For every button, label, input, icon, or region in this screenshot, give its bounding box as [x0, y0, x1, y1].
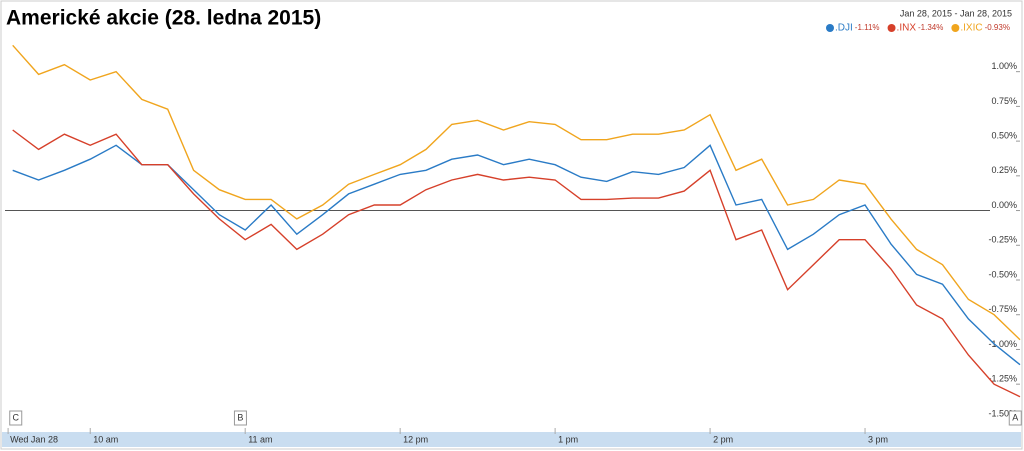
- legend-change: -1.34%: [918, 23, 943, 32]
- chart-title: Americké akcie (28. ledna 2015): [6, 7, 321, 30]
- annotation-label: A: [1012, 412, 1018, 422]
- legend-marker: [951, 24, 960, 32]
- y-tick-label: -0.75%: [988, 304, 1017, 314]
- y-tick-label: -1.50%: [988, 408, 1017, 418]
- legend-label: .INX: [897, 23, 917, 34]
- y-tick-label: 0.00%: [991, 200, 1017, 210]
- x-tick-label: 11 am: [248, 434, 272, 444]
- annotation-flag: [233, 410, 247, 426]
- y-tick-label: -0.50%: [988, 269, 1017, 279]
- legend-marker: [826, 24, 834, 32]
- annotation-label: C: [12, 412, 19, 422]
- y-tick-label: 0.25%: [991, 165, 1017, 175]
- x-tick-label: 3 pm: [868, 434, 888, 444]
- series-line: [12, 144, 1021, 366]
- annotation-label: B: [237, 412, 243, 422]
- legend-change: -0.93%: [985, 23, 1010, 32]
- x-axis-band: [2, 432, 1021, 447]
- x-tick-label: Wed Jan 28: [10, 434, 58, 444]
- y-tick-label: -1.25%: [988, 374, 1017, 384]
- x-tick-label: 1 pm: [558, 434, 578, 444]
- x-tick-label: 2 pm: [713, 434, 733, 444]
- legend-label: .DJI: [835, 23, 853, 34]
- y-tick-label: 0.50%: [991, 130, 1017, 140]
- legend-change: -1.11%: [855, 23, 880, 32]
- date-range: Jan 28, 2015 - Jan 28, 2015: [900, 8, 1012, 18]
- y-tick-label: 1.00%: [991, 61, 1017, 71]
- y-tick-label: -1.00%: [988, 339, 1017, 349]
- series-line: [12, 44, 1021, 341]
- y-tick-label: 0.75%: [991, 96, 1017, 106]
- legend-label: .IXIC: [960, 23, 982, 34]
- annotation-flag: [1008, 410, 1022, 426]
- annotation-flag: [9, 410, 23, 426]
- legend-marker: [887, 24, 896, 32]
- x-tick-label: 12 pm: [403, 434, 428, 444]
- y-tick-label: -0.25%: [988, 235, 1017, 245]
- x-tick-label: 10 am: [93, 434, 118, 444]
- series-line: [12, 129, 1021, 398]
